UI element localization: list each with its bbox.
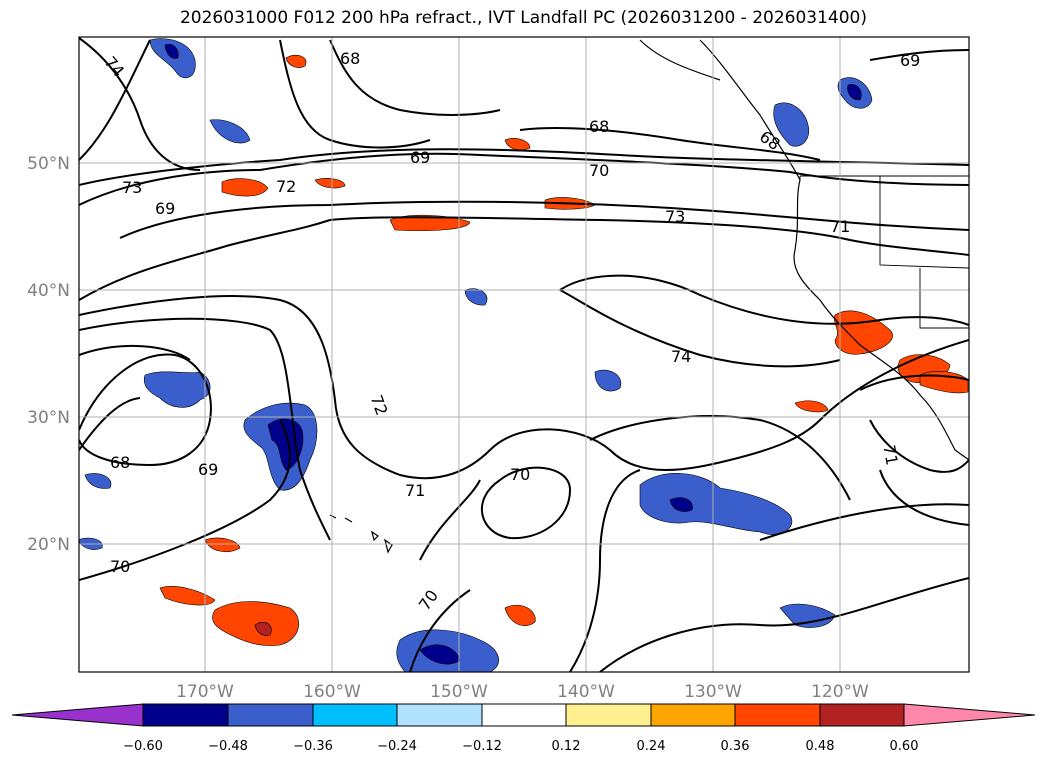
contour-label: 70 xyxy=(110,557,130,576)
contour-label: 74 xyxy=(671,347,691,366)
colorbar-extend-left xyxy=(11,703,144,727)
colorbar-swatch xyxy=(565,703,652,727)
contour-label: 69 xyxy=(410,148,430,167)
colorbar-extend-right xyxy=(903,703,1036,727)
colorbar-tick-label: 0.48 xyxy=(806,739,835,754)
colorbar-swatch xyxy=(142,703,229,727)
colorbar-tick-label: −0.36 xyxy=(293,739,333,754)
colorbar-tick-label: −0.24 xyxy=(377,739,417,754)
contour-label: 70 xyxy=(510,465,530,484)
colorbar-tick-label: 0.60 xyxy=(890,739,919,754)
lat-label: 50°N xyxy=(27,154,70,174)
contour-label: 71 xyxy=(830,217,850,236)
colorbar-tick-label: −0.60 xyxy=(123,739,163,754)
coastlines xyxy=(329,39,969,554)
contour-labels: 74 68 69 73 72 69 68 70 73 71 68 69 72 7… xyxy=(101,49,921,614)
contour-label: 68 xyxy=(340,49,360,68)
colorbar-swatch xyxy=(227,703,314,727)
contour-label: 73 xyxy=(122,178,142,197)
colorbar-swatch xyxy=(650,703,736,727)
lat-axis-labels: 50°N 40°N 30°N 20°N xyxy=(27,154,70,555)
contour-label: 71 xyxy=(405,481,425,500)
lon-axis-labels: 170°W 160°W 150°W 140°W 130°W 120°W xyxy=(176,682,869,702)
lat-label: 40°N xyxy=(27,281,70,301)
contour-label: 71 xyxy=(879,443,901,466)
colorbar-swatch xyxy=(312,703,398,727)
lat-label: 30°N xyxy=(27,408,70,428)
contour-label: 69 xyxy=(155,199,175,218)
map-frame xyxy=(78,36,970,673)
colorbar-tick-label: 0.12 xyxy=(552,739,581,754)
lon-label: 120°W xyxy=(811,682,869,702)
colorbar-tick-label: 0.36 xyxy=(721,739,750,754)
contour-label: 69 xyxy=(900,51,920,70)
anomaly-fills xyxy=(79,38,969,672)
colorbar-swatch xyxy=(396,703,483,727)
contour-label: 72 xyxy=(276,177,296,196)
map-area xyxy=(79,37,969,672)
lon-label: 140°W xyxy=(557,682,615,702)
lat-label: 20°N xyxy=(27,535,70,555)
contour-lines xyxy=(79,37,969,672)
contour-label: 70 xyxy=(589,161,609,180)
lon-label: 160°W xyxy=(303,682,361,702)
colorbar-swatch xyxy=(819,703,905,727)
borders xyxy=(799,175,969,329)
colorbar: −0.60 −0.48 −0.36 −0.24 −0.12 0.12 0.24 … xyxy=(11,703,1036,754)
colorbar-swatch xyxy=(734,703,821,727)
colorbar-tick-label: −0.12 xyxy=(462,739,502,754)
lon-label: 130°W xyxy=(684,682,742,702)
lon-label: 150°W xyxy=(430,682,488,702)
colorbar-swatch xyxy=(481,703,567,727)
colorbar-tick-label: 0.24 xyxy=(637,739,666,754)
map-title: 2026031000 F012 200 hPa refract., IVT La… xyxy=(179,8,867,28)
colorbar-tick-label: −0.48 xyxy=(208,739,248,754)
contour-label: 68 xyxy=(110,453,130,472)
contour-label: 68 xyxy=(589,117,609,136)
contour-label: 69 xyxy=(198,460,218,479)
contour-label: 73 xyxy=(665,207,685,226)
graticule xyxy=(79,37,969,672)
lon-label: 170°W xyxy=(176,682,234,702)
